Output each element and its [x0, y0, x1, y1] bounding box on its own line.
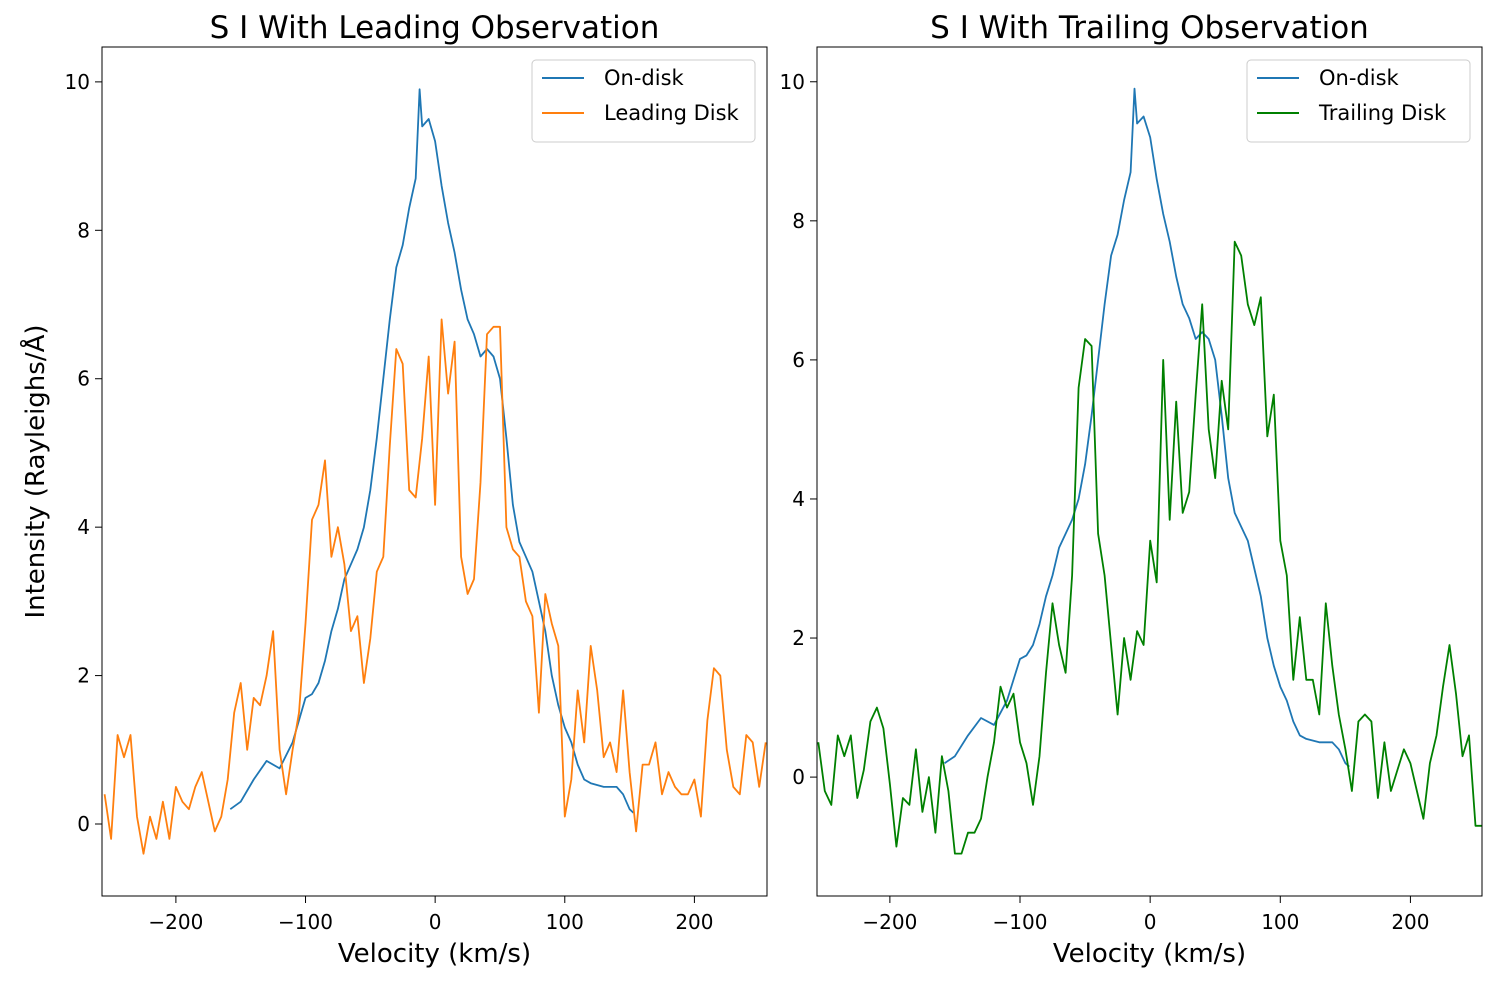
panel: −200 −100 0 100 200 0 2 4 6 8 10 S I With Trailing … — [780, 10, 1483, 969]
axes-frame — [816, 46, 1483, 897]
x-tick-label: −100 — [993, 910, 1048, 934]
x-tick-label: 100 — [1261, 910, 1299, 934]
x-tick-label: 0 — [429, 910, 442, 934]
data-line — [943, 87, 1350, 768]
x-tick-label: 100 — [546, 910, 584, 934]
chart-title: S I With Leading Observation — [210, 10, 660, 46]
legend-box — [1246, 59, 1471, 143]
legend-label: Trailing Disk — [1318, 101, 1447, 125]
legend-label: On-disk — [604, 66, 685, 90]
legend-box — [531, 59, 756, 143]
y-axis-label: Intensity (Rayleighs/Å) — [19, 324, 51, 618]
chart-title: S I With Trailing Observation — [930, 10, 1369, 46]
y-tick-label: 8 — [77, 218, 90, 242]
y-tick-label: 2 — [792, 626, 805, 650]
y-tick-label: 6 — [792, 348, 805, 372]
y-tick-label: 8 — [792, 209, 805, 233]
data-line — [817, 240, 1482, 855]
legend-label: Leading Disk — [604, 101, 740, 125]
data-line — [229, 88, 635, 814]
x-tick-label: −100 — [278, 910, 333, 934]
y-tick-label: 0 — [792, 765, 805, 789]
x-tick-label: −200 — [862, 910, 917, 934]
axes-frame — [101, 46, 768, 897]
x-tick-label: −200 — [148, 910, 203, 934]
y-tick-label: 2 — [77, 664, 90, 688]
y-tick-label: 4 — [792, 487, 805, 511]
panel: −200 −100 0 100 200 0 2 4 6 8 10 S I With Leading O… — [19, 10, 768, 969]
y-tick-label: 0 — [77, 812, 90, 836]
x-tick-label: 200 — [675, 910, 713, 934]
y-tick-label: 10 — [780, 70, 805, 94]
x-axis-label: Velocity (km/s) — [338, 939, 531, 969]
x-tick-label: 200 — [1391, 910, 1429, 934]
x-tick-label: 0 — [1144, 910, 1157, 934]
legend-label: On-disk — [1319, 66, 1400, 90]
y-tick-label: 6 — [77, 367, 90, 391]
y-tick-label: 10 — [65, 70, 90, 94]
y-tick-label: 4 — [77, 515, 90, 539]
x-axis-label: Velocity (km/s) — [1053, 939, 1246, 969]
data-line — [103, 318, 767, 855]
